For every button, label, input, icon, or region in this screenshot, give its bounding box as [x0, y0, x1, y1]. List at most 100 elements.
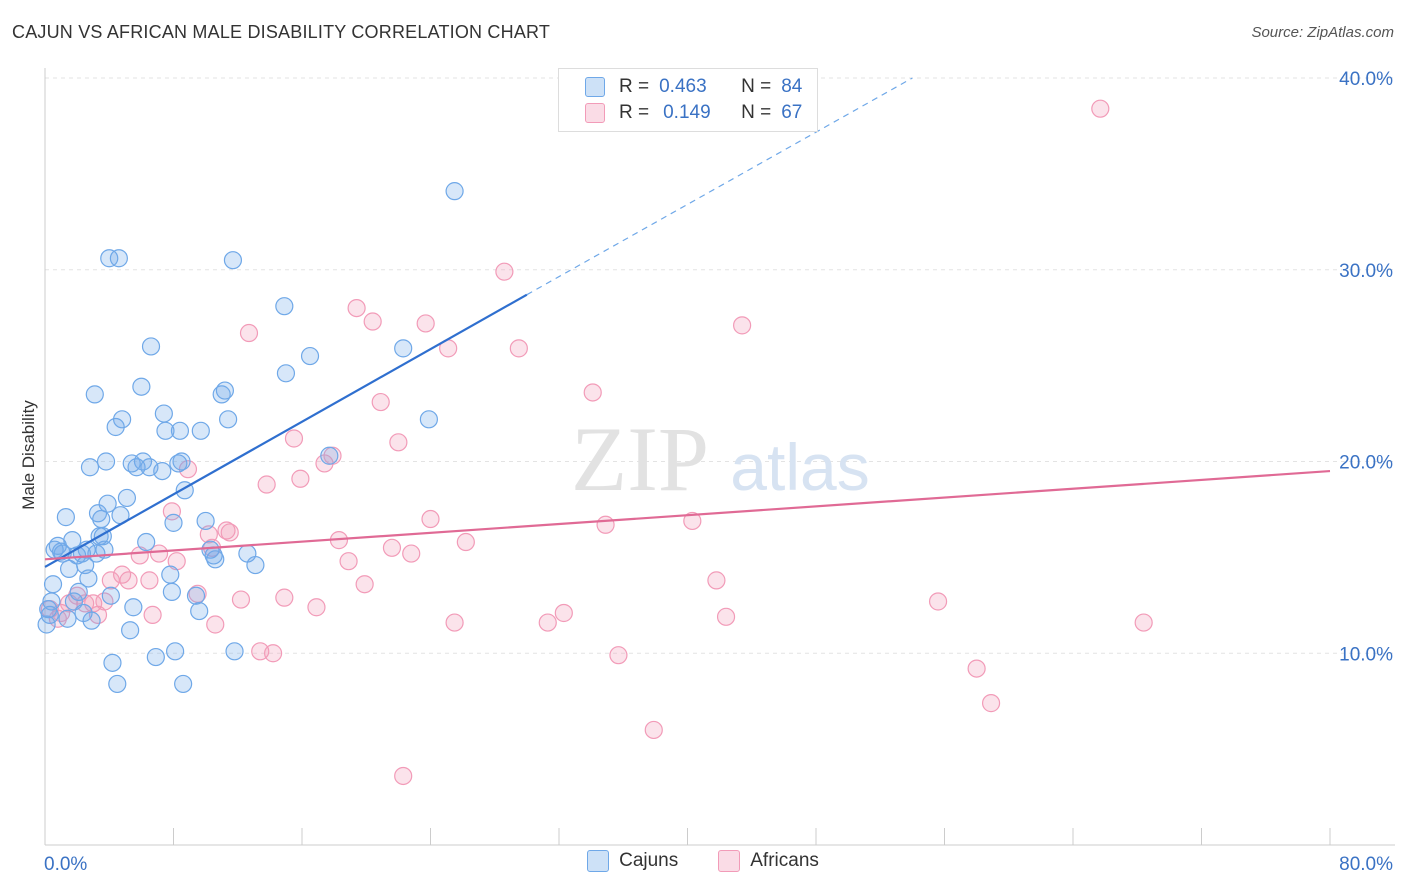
african-point	[967, 659, 986, 678]
african-point	[644, 720, 663, 740]
cajun-point	[300, 346, 320, 366]
r-label: R =	[619, 76, 650, 97]
african-point	[220, 523, 239, 542]
cajun-point	[445, 182, 464, 201]
n-value: 67	[781, 102, 803, 123]
african-point	[402, 544, 421, 563]
cajun-point	[153, 461, 172, 481]
cajun-point	[96, 452, 116, 471]
african-point	[217, 521, 236, 540]
cajun-point	[109, 249, 128, 268]
cajun-point	[156, 421, 175, 440]
african-point	[257, 475, 276, 494]
cajuns-trendline-extension	[526, 77, 913, 296]
african-point	[1134, 613, 1153, 632]
cajun-point	[215, 381, 234, 400]
cajun-point	[58, 609, 77, 628]
r-label: R =	[619, 102, 650, 123]
y-tick-label: 20.0%	[1339, 453, 1393, 474]
source-label: Source: ZipAtlas.com	[1251, 24, 1394, 41]
n-label: N =	[741, 76, 772, 97]
cajun-point	[80, 458, 100, 477]
african-point	[981, 694, 1001, 713]
cajun-point	[320, 446, 339, 465]
x-tick-labels: 0.0% 80.0%	[44, 854, 1393, 875]
cajun-point	[166, 642, 185, 661]
cajun-point	[56, 508, 75, 527]
axes	[44, 68, 1395, 846]
cajun-point	[121, 621, 140, 640]
african-point	[554, 603, 573, 623]
african-point	[143, 605, 162, 625]
african-point	[339, 552, 358, 571]
african-point	[355, 575, 374, 594]
cajun-point	[164, 513, 183, 532]
african-point	[162, 502, 181, 521]
cajun-point	[174, 674, 193, 694]
cajuns-legend-swatch	[587, 850, 610, 872]
cajun-point	[117, 488, 137, 508]
y-tick-label: 10.0%	[1339, 644, 1393, 665]
african-point	[596, 515, 615, 534]
cajun-point	[394, 339, 413, 358]
cajun-point	[137, 532, 156, 552]
cajun-point	[186, 586, 206, 605]
african-point	[538, 613, 557, 632]
legend-label-africans: Africans	[750, 850, 819, 871]
watermark-atlas: atlas	[730, 430, 869, 504]
cajun-point	[141, 337, 161, 356]
cajuns-points	[37, 182, 464, 694]
african-point	[716, 607, 736, 626]
african-point	[495, 262, 514, 281]
cajun-point	[124, 598, 143, 617]
cajun-point	[43, 575, 63, 594]
cajun-point	[196, 511, 215, 531]
cajun-point	[69, 582, 88, 601]
legend-item-africans: Africans	[718, 850, 819, 872]
african-point	[101, 571, 120, 590]
african-point	[928, 592, 948, 611]
cajun-point	[85, 385, 104, 404]
stats-row-africans: R = 0.149 N = 67	[585, 100, 802, 126]
african-point	[445, 613, 464, 632]
cajun-point	[154, 404, 173, 423]
cajuns-trendline	[44, 293, 528, 568]
cajun-point	[88, 504, 108, 523]
cajun-point	[103, 653, 122, 672]
african-point	[382, 538, 402, 557]
african-point	[1091, 99, 1110, 118]
african-point	[140, 571, 159, 590]
stats-row-cajuns: R = 0.463 N = 84	[585, 74, 802, 100]
african-point	[416, 314, 435, 333]
african-point	[284, 429, 304, 448]
african-point	[199, 525, 218, 544]
africans-legend-swatch	[718, 850, 741, 872]
bottom-legend: Cajuns Africans	[0, 850, 1406, 872]
cajun-point	[419, 410, 438, 429]
watermark-zip: ZIP	[571, 408, 709, 510]
african-point	[263, 644, 283, 663]
y-tick-label: 40.0%	[1339, 69, 1393, 90]
african-point	[206, 615, 225, 634]
n-value: 84	[781, 76, 803, 97]
cajun-point	[100, 249, 119, 268]
stats-legend: R = 0.463 N = 84 R = 0.149 N = 67	[558, 68, 818, 132]
cajun-point	[223, 251, 243, 270]
african-point	[583, 383, 602, 402]
legend-label-cajuns: Cajuns	[619, 850, 679, 871]
cajun-point	[276, 364, 296, 383]
cajuns-swatch	[585, 77, 605, 97]
chart-title: CAJUN VS AFRICAN MALE DISABILITY CORRELA…	[12, 22, 551, 42]
cajun-point	[190, 601, 209, 621]
african-point	[347, 299, 366, 318]
cajun-point	[201, 540, 220, 559]
cajun-point	[246, 555, 265, 575]
african-point	[389, 433, 408, 452]
cajun-point	[79, 569, 98, 588]
african-point	[421, 509, 440, 529]
cajun-point	[162, 582, 181, 601]
cajun-point	[191, 421, 210, 440]
african-point	[275, 588, 294, 607]
n-label: N =	[741, 102, 772, 123]
